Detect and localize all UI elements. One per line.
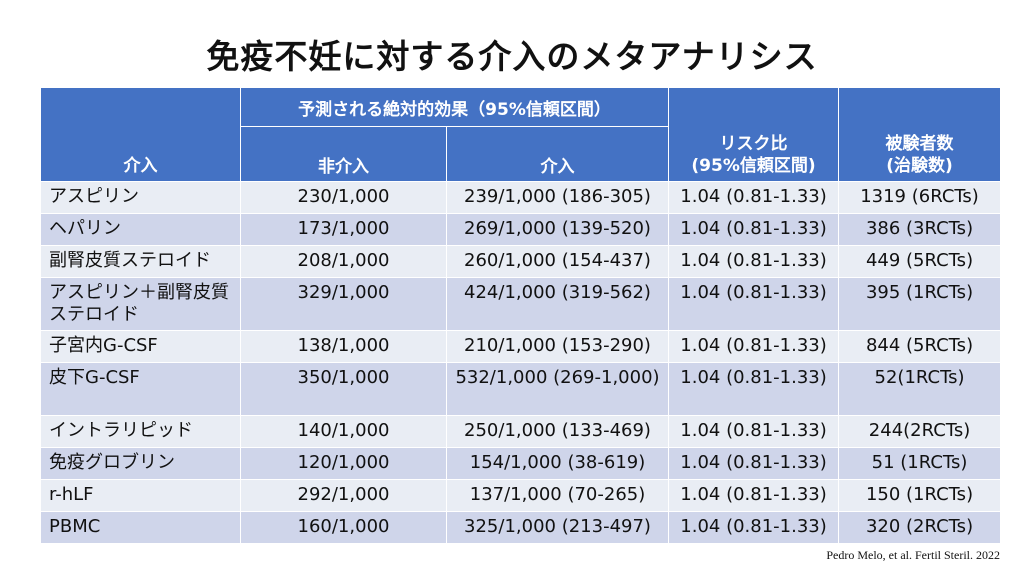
table-row: r-hLF 292/1,000 137/1,000 (70-265) 1.04 …: [40, 479, 1002, 512]
header-subjects: 被験者数 (治験数): [838, 87, 1002, 182]
table-row: アスピリン 230/1,000 239/1,000 (186-305) 1.04…: [40, 181, 1002, 214]
table-row: イントラリピッド 140/1,000 250/1,000 (133-469) 1…: [40, 415, 1002, 448]
header-treated: 介入: [445, 126, 670, 182]
row-name: イントラリピッド: [40, 415, 241, 448]
header-risk-ratio: リスク比 (95%信頼区間): [668, 87, 840, 182]
table-row: アスピリン＋副腎皮質ステロイド 329/1,000 424/1,000 (319…: [40, 277, 1002, 331]
row-risk-ratio: 1.04 (0.81-1.33): [668, 181, 840, 214]
row-name: アスピリン＋副腎皮質ステロイド: [40, 277, 241, 331]
row-risk-ratio: 1.04 (0.81-1.33): [668, 511, 840, 544]
row-control: 292/1,000: [240, 479, 447, 512]
row-subjects: 150 (1RCTs): [838, 479, 1002, 512]
row-risk-ratio: 1.04 (0.81-1.33): [668, 415, 840, 448]
row-subjects: 320 (2RCTs): [838, 511, 1002, 544]
table-row: PBMC 160/1,000 325/1,000 (213-497) 1.04 …: [40, 511, 1002, 544]
row-control: 208/1,000: [240, 245, 447, 278]
header-absolute-effect: 予測される絶対的効果（95%信頼区間）: [239, 87, 670, 127]
row-control: 329/1,000: [240, 277, 447, 331]
row-name: 免疫グロブリン: [40, 447, 241, 480]
row-name: ヘパリン: [40, 213, 241, 246]
slide-title: 免疫不妊に対する介入のメタアナリシス: [206, 37, 818, 76]
table-row: 免疫グロブリン 120/1,000 154/1,000 (38-619) 1.0…: [40, 447, 1002, 480]
row-control: 230/1,000: [240, 181, 447, 214]
row-treated: 532/1,000 (269-1,000): [445, 362, 670, 416]
row-treated: 250/1,000 (133-469): [445, 415, 670, 448]
header-subjects-line2: (治験数): [886, 156, 953, 176]
header-intervention: 介入: [40, 87, 241, 182]
row-treated: 325/1,000 (213-497): [445, 511, 670, 544]
row-risk-ratio: 1.04 (0.81-1.33): [668, 362, 840, 416]
row-treated: 239/1,000 (186-305): [445, 181, 670, 214]
row-risk-ratio: 1.04 (0.81-1.33): [668, 213, 840, 246]
table-row: ヘパリン 173/1,000 269/1,000 (139-520) 1.04 …: [40, 213, 1002, 246]
row-name: アスピリン: [40, 181, 241, 214]
meta-analysis-table: 介入 予測される絶対的効果（95%信頼区間） リスク比 (95%信頼区間) 被験…: [40, 87, 1002, 544]
row-subjects: 244(2RCTs): [838, 415, 1002, 448]
row-name: PBMC: [40, 511, 241, 544]
row-treated: 269/1,000 (139-520): [445, 213, 670, 246]
row-risk-ratio: 1.04 (0.81-1.33): [668, 277, 840, 331]
row-risk-ratio: 1.04 (0.81-1.33): [668, 447, 840, 480]
row-name: r-hLF: [40, 479, 241, 512]
row-control: 140/1,000: [240, 415, 447, 448]
row-treated: 154/1,000 (38-619): [445, 447, 670, 480]
row-control: 138/1,000: [240, 330, 447, 363]
row-control: 120/1,000: [240, 447, 447, 480]
row-subjects: 52(1RCTs): [838, 362, 1002, 416]
row-risk-ratio: 1.04 (0.81-1.33): [668, 245, 840, 278]
row-subjects: 51 (1RCTs): [838, 447, 1002, 480]
header-risk-ratio-line1: リスク比: [719, 134, 788, 154]
header-control: 非介入: [240, 126, 447, 182]
row-risk-ratio: 1.04 (0.81-1.33): [668, 330, 840, 363]
row-control: 160/1,000: [240, 511, 447, 544]
table-row: 皮下G-CSF 350/1,000 532/1,000 (269-1,000) …: [40, 362, 1002, 416]
row-subjects: 449 (5RCTs): [838, 245, 1002, 278]
row-subjects: 395 (1RCTs): [838, 277, 1002, 331]
citation: Pedro Melo, et al. Fertil Steril. 2022: [826, 548, 1000, 562]
row-name: 子宮内G-CSF: [40, 330, 241, 363]
row-control: 350/1,000: [240, 362, 447, 416]
row-subjects: 1319 (6RCTs): [838, 181, 1002, 214]
row-subjects: 386 (3RCTs): [838, 213, 1002, 246]
row-treated: 424/1,000 (319-562): [445, 277, 670, 331]
row-name: 皮下G-CSF: [40, 362, 241, 416]
row-risk-ratio: 1.04 (0.81-1.33): [668, 479, 840, 512]
table-row: 副腎皮質ステロイド 208/1,000 260/1,000 (154-437) …: [40, 245, 1002, 278]
row-treated: 137/1,000 (70-265): [445, 479, 670, 512]
row-name: 副腎皮質ステロイド: [40, 245, 241, 278]
row-treated: 260/1,000 (154-437): [445, 245, 670, 278]
table-row: 子宮内G-CSF 138/1,000 210/1,000 (153-290) 1…: [40, 330, 1002, 363]
header-risk-ratio-line2: (95%信頼区間): [691, 156, 816, 176]
header-subjects-line1: 被験者数: [885, 134, 954, 154]
row-control: 173/1,000: [240, 213, 447, 246]
row-subjects: 844 (5RCTs): [838, 330, 1002, 363]
row-treated: 210/1,000 (153-290): [445, 330, 670, 363]
